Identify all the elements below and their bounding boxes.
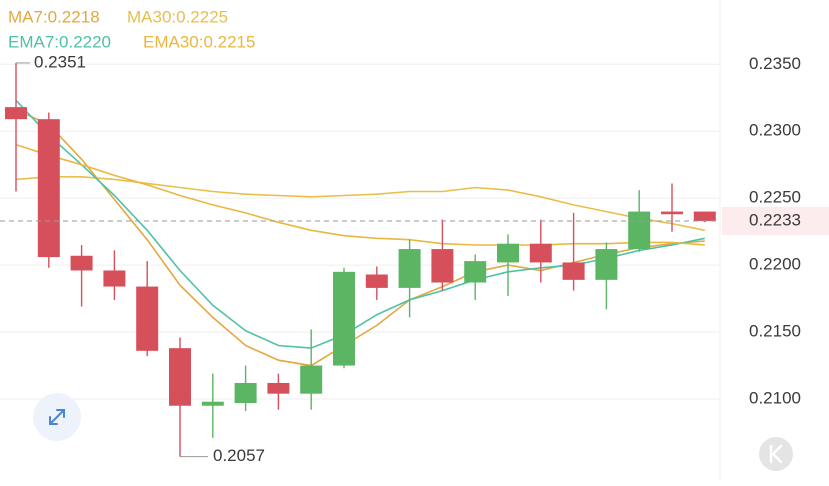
y-tick-label: 0.2300	[749, 121, 801, 140]
candle-body	[234, 382, 257, 404]
candle-body	[562, 262, 585, 280]
candle-body	[431, 249, 454, 283]
high-label: 0.2351	[34, 52, 86, 71]
candle-body	[464, 261, 487, 283]
indicator-line	[15, 109, 705, 367]
indicator-line	[15, 99, 705, 349]
legend-entry: MA30:0.2225	[127, 7, 228, 26]
kline-button[interactable]	[759, 437, 793, 471]
expand-icon	[49, 409, 65, 425]
candles	[5, 62, 716, 457]
candle-body	[201, 401, 224, 406]
candle-body	[103, 270, 126, 287]
candle-body	[267, 382, 290, 394]
candle-body	[300, 365, 323, 394]
candle-body	[398, 249, 421, 288]
indicator-lines	[15, 99, 705, 367]
current-price-bg	[722, 206, 829, 235]
legend-entry: MA7:0.2218	[8, 7, 100, 26]
legend-entry: EMA7:0.2220	[8, 32, 111, 51]
kline-icon	[769, 444, 783, 464]
candle-body	[595, 249, 618, 280]
current-price-label: 0.2233	[749, 210, 801, 229]
candle-body	[365, 274, 388, 288]
grid	[0, 0, 721, 481]
candle-body	[529, 243, 552, 263]
y-tick-label: 0.2150	[749, 322, 801, 341]
candle-body	[661, 211, 683, 215]
candle-body	[693, 211, 716, 221]
candle-body	[37, 119, 60, 258]
candle-body	[136, 286, 159, 351]
y-tick-label: 0.2350	[749, 54, 801, 73]
labels: 0.2100 0.2150 0.2200 0.2250 0.2300 0.2350 MA7:…	[0, 7, 829, 465]
legend-entry: EMA30:0.2215	[143, 32, 255, 51]
indicator-line	[15, 143, 705, 246]
candle-body	[497, 243, 519, 263]
low-label: 0.2057	[213, 446, 265, 465]
candle-body	[333, 271, 355, 366]
y-tick-label: 0.2250	[749, 188, 801, 207]
candle-body	[5, 107, 27, 120]
candle-body	[169, 348, 191, 406]
candle-body	[70, 255, 93, 271]
candle-body	[628, 211, 651, 250]
expand-button[interactable]	[33, 393, 81, 441]
y-tick-label: 0.2200	[749, 255, 801, 274]
indicator-line	[15, 176, 705, 232]
y-tick-label: 0.2100	[749, 389, 801, 408]
kline-button-bg[interactable]	[759, 437, 793, 471]
